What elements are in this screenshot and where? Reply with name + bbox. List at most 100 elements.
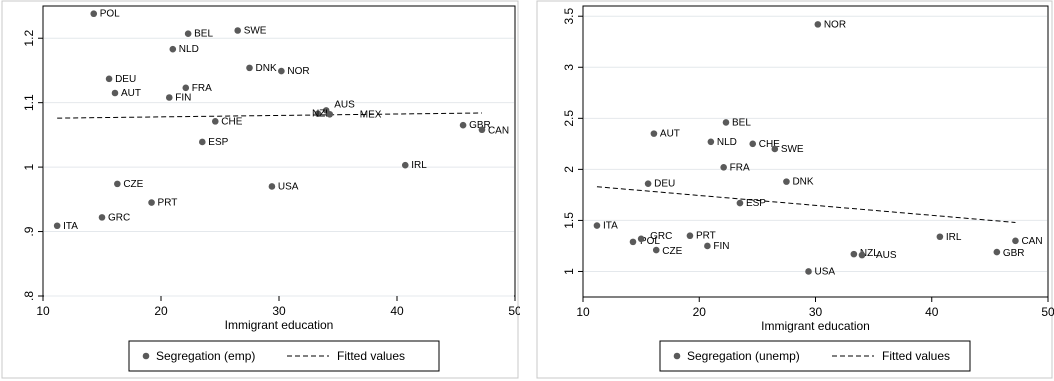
point-label: GBR <box>469 120 491 131</box>
data-point-prt: PRT <box>148 198 177 209</box>
y-tick-label: .9 <box>22 226 36 236</box>
data-point-cze: CZE <box>114 179 144 190</box>
point-marker <box>459 121 467 129</box>
x-tick-label: 30 <box>809 305 823 319</box>
point-label: SWE <box>781 144 804 155</box>
plot-area <box>582 5 1049 298</box>
point-label: ITA <box>63 221 78 232</box>
legend-entry-scatter: Segregation (emp) <box>156 349 255 363</box>
point-label: NLD <box>717 137 737 148</box>
point-marker <box>478 126 486 134</box>
point-marker <box>814 21 822 28</box>
point-marker <box>936 233 944 241</box>
point-marker <box>199 138 206 146</box>
point-label: NLD <box>179 44 199 55</box>
point-marker <box>268 183 276 190</box>
y-tick-label: 3.5 <box>562 8 576 25</box>
point-label: NZL <box>860 248 879 259</box>
point-marker <box>593 222 601 229</box>
data-point-can: CAN <box>1012 236 1043 247</box>
data-point-bel: BEL <box>722 117 751 128</box>
data-point-gbr: GBR <box>993 248 1025 259</box>
point-label: PRT <box>696 231 716 242</box>
point-marker <box>401 161 409 169</box>
point-marker <box>278 67 285 75</box>
point-label: FRA <box>192 83 212 94</box>
point-marker <box>749 140 757 148</box>
data-point-pol: POL <box>629 236 660 247</box>
data-point-fra: FRA <box>720 162 750 173</box>
point-marker <box>736 199 744 207</box>
point-label: FRA <box>730 162 750 173</box>
data-point-fin: FIN <box>704 241 729 252</box>
point-label: NOR <box>824 19 846 30</box>
data-point-deu: DEU <box>105 74 136 85</box>
data-point-mex: MEX <box>326 109 382 120</box>
plot-area <box>42 5 516 297</box>
y-tick-label: 1.2 <box>22 30 36 47</box>
point-marker <box>1012 237 1019 245</box>
data-point-deu: DEU <box>644 179 675 190</box>
fitted-line <box>57 112 482 119</box>
y-tick-label: 1.1 <box>22 94 36 111</box>
point-label: NZL <box>312 109 331 120</box>
data-point-nzl: NZL <box>850 248 879 259</box>
point-marker <box>783 178 790 185</box>
data-point-che: CHE <box>749 139 780 150</box>
point-marker <box>722 119 730 126</box>
point-label: POL <box>640 236 660 247</box>
point-label: CZE <box>662 246 682 257</box>
point-label: AUT <box>660 129 680 140</box>
point-label: GRC <box>108 212 130 223</box>
point-label: AUS <box>334 99 355 110</box>
data-point-aut: AUT <box>111 88 141 99</box>
point-marker <box>720 164 727 171</box>
point-label: AUT <box>121 88 141 99</box>
data-point-fra: FRA <box>182 83 212 94</box>
point-marker <box>184 30 192 38</box>
y-tick-label: .8 <box>22 291 36 301</box>
point-marker <box>98 214 106 221</box>
point-marker <box>686 232 694 240</box>
x-tick-label: 10 <box>36 304 50 318</box>
x-tick-label: 50 <box>1041 305 1054 319</box>
y-tick-label: 1 <box>562 268 576 275</box>
legend-entry-fitted: Fitted values <box>882 349 950 363</box>
data-point-usa: USA <box>268 181 299 192</box>
point-marker <box>165 94 173 101</box>
point-marker <box>652 246 660 254</box>
point-label: NOR <box>287 66 309 77</box>
point-marker <box>114 180 121 188</box>
legend: Segregation (emp) Fitted values <box>128 340 440 372</box>
legend: Segregation (unemp) Fitted values <box>659 340 971 372</box>
point-label: MEX <box>360 109 382 120</box>
data-point-nor: NOR <box>278 66 310 77</box>
point-marker <box>314 110 322 117</box>
x-axis-label: Immigrant education <box>225 318 334 332</box>
point-label: DEU <box>115 74 136 85</box>
point-marker <box>707 138 715 146</box>
point-marker <box>850 250 858 258</box>
point-label: CZE <box>123 179 143 190</box>
point-marker <box>326 110 334 118</box>
x-tick-label: 30 <box>272 304 286 318</box>
data-point-nld: NLD <box>169 44 199 55</box>
point-marker <box>53 222 61 230</box>
point-label: POL <box>100 9 120 20</box>
point-marker <box>182 84 190 92</box>
legend-entry-scatter: Segregation (unemp) <box>687 349 800 363</box>
point-label: ESP <box>208 137 228 148</box>
y-tick-label: 3 <box>562 64 576 71</box>
legend-box <box>659 340 971 372</box>
point-label: AUS <box>876 250 897 261</box>
y-tick-label: 2.5 <box>562 110 576 127</box>
data-point-cze: CZE <box>652 246 683 257</box>
y-tick-label: 2 <box>562 166 576 173</box>
data-point-bel: BEL <box>184 29 213 40</box>
data-point-aut: AUT <box>650 129 680 140</box>
data-point-grc: GRC <box>98 212 130 223</box>
data-point-can: CAN <box>478 126 509 137</box>
point-label: GRC <box>650 231 672 242</box>
data-point-nld: NLD <box>707 137 737 148</box>
